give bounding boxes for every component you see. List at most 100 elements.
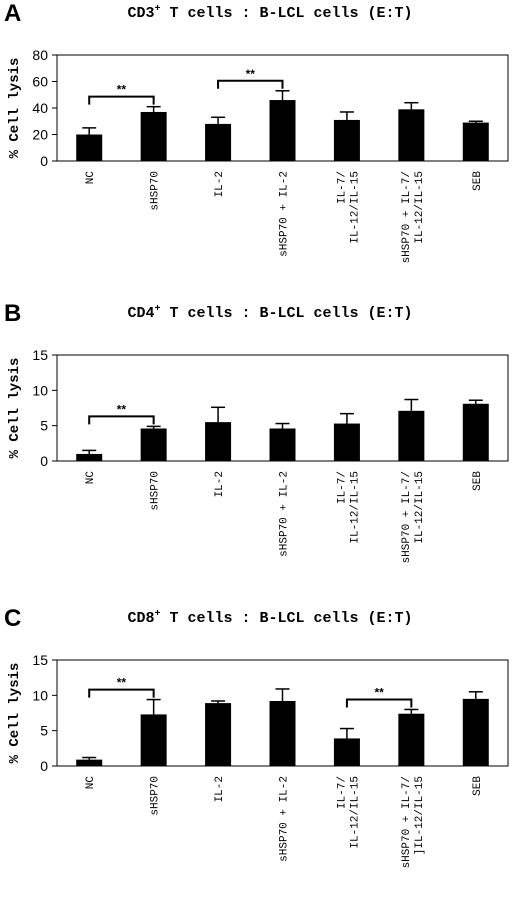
x-tick-label: NC xyxy=(85,471,97,485)
y-tick-label: 0 xyxy=(40,758,48,774)
panel-title: CD8+ T cells : B-LCL cells (E:T) xyxy=(60,609,480,627)
bar xyxy=(269,100,296,161)
title-superscript: + xyxy=(154,4,161,15)
x-tick-label: IL-2 xyxy=(214,776,226,802)
panel-letter: A xyxy=(4,0,22,27)
significance-bracket xyxy=(345,698,413,708)
x-tick-label: sHSP70 xyxy=(150,776,162,816)
bar xyxy=(333,119,360,161)
x-tick-label: sHSP70 + IL-2 xyxy=(279,171,291,257)
x-tick-label-line: IL-12/IL-15 xyxy=(349,171,361,244)
x-tick-label-line: IL-12/IL-15 xyxy=(349,471,361,544)
x-tick-label-line: IL-12/IL-15 xyxy=(414,471,426,544)
x-tick-label-line: sHSP70 + IL-7/ xyxy=(401,776,413,868)
x-tick-label-line: NC xyxy=(85,171,97,185)
significance-bracket xyxy=(88,95,155,105)
x-tick-label: SEB xyxy=(472,471,484,491)
title-suffix: T cells : B-LCL cells (E:T) xyxy=(160,305,413,322)
bar xyxy=(76,759,103,766)
y-axis-label: % Cell lysis xyxy=(7,663,23,764)
x-tick-label-line: sHSP70 + IL-2 xyxy=(279,776,291,862)
x-tick-label: sHSP70 + IL-2 xyxy=(279,776,291,862)
x-tick-label: IL-7/IL-12/IL-15 xyxy=(336,471,361,544)
y-tick-label: 15 xyxy=(32,347,48,363)
y-tick-label: 5 xyxy=(40,418,48,434)
x-tick-label-line: NC xyxy=(85,776,97,790)
x-tick-label-line: sHSP70 + IL-2 xyxy=(279,171,291,257)
x-tick-label: IL-2 xyxy=(214,471,226,497)
significance-bracket xyxy=(88,415,155,425)
x-tick-label-line: IL-7/ xyxy=(336,471,348,504)
bar xyxy=(76,453,103,461)
bar xyxy=(76,134,103,161)
significance-label: ** xyxy=(374,685,384,699)
x-tick-label-line: IL-7/ xyxy=(336,776,348,809)
bar xyxy=(205,703,232,766)
x-tick-label-line: sHSP70 xyxy=(150,471,162,511)
y-axis-label: % Cell lysis xyxy=(7,358,23,459)
x-tick-label-line: NC xyxy=(85,471,97,485)
x-tick-label: sHSP70 + IL-7/IL-12/IL-15 xyxy=(401,471,426,563)
y-tick-label: 10 xyxy=(32,687,48,703)
bar xyxy=(140,714,167,766)
chart-panel-b: B CD4+ T cells : B-LCL cells (E:T) 0 5 10 1… xyxy=(0,300,520,599)
y-tick-label: 60 xyxy=(32,74,48,90)
x-tick-label-line: SEB xyxy=(472,171,484,191)
bar-chart: 0 20 40 60 80 % Cell lysis NC sHSP70 IL-2 sHSP70 … xyxy=(7,47,509,263)
x-tick-label: SEB xyxy=(472,776,484,796)
x-tick-label: IL-2 xyxy=(214,171,226,197)
panel-title: CD3+ T cells : B-LCL cells (E:T) xyxy=(60,4,480,22)
bar xyxy=(462,698,489,766)
y-tick-label: 80 xyxy=(32,47,48,63)
bar xyxy=(398,410,425,461)
y-tick-label: 5 xyxy=(40,723,48,739)
significance-label: ** xyxy=(117,402,127,416)
x-tick-label: IL-7/IL-12/IL-15 xyxy=(336,171,361,244)
bar xyxy=(269,700,296,766)
bar xyxy=(333,738,360,766)
x-tick-label: sHSP70 + IL-7/]IL-12/IL-15 xyxy=(401,776,426,868)
x-tick-label: IL-7/IL-12/IL-15 xyxy=(336,776,361,849)
x-tick-label: sHSP70 xyxy=(150,171,162,211)
bar xyxy=(462,122,489,161)
panel-title: CD4+ T cells : B-LCL cells (E:T) xyxy=(60,304,480,322)
x-tick-label-line: sHSP70 xyxy=(150,171,162,211)
x-tick-label-line: IL-12/IL-15 xyxy=(414,171,426,244)
significance-label: ** xyxy=(117,676,127,690)
title-superscript: + xyxy=(154,304,161,315)
panel-letter: C xyxy=(4,605,22,632)
x-tick-label-line: IL-7/ xyxy=(336,171,348,204)
bar xyxy=(205,123,232,161)
significance-bracket xyxy=(88,688,155,698)
title-suffix: T cells : B-LCL cells (E:T) xyxy=(160,610,413,627)
panel-letter: B xyxy=(4,300,22,327)
y-tick-label: 20 xyxy=(32,127,48,143)
significance-label: ** xyxy=(117,83,127,97)
x-tick-label-line: IL-2 xyxy=(214,471,226,497)
bar xyxy=(205,422,232,461)
x-tick-label-line: IL-2 xyxy=(214,776,226,802)
x-tick-label-line: SEB xyxy=(472,776,484,796)
x-tick-label: sHSP70 + IL-2 xyxy=(279,471,291,557)
title-suffix: T cells : B-LCL cells (E:T) xyxy=(160,5,413,22)
x-tick-label-line: sHSP70 xyxy=(150,776,162,816)
y-axis-label: % Cell lysis xyxy=(7,58,23,159)
title-prefix: CD8 xyxy=(127,610,155,627)
y-tick-label: 15 xyxy=(32,652,48,668)
x-tick-label: NC xyxy=(85,776,97,790)
x-tick-label: sHSP70 xyxy=(150,471,162,511)
title-prefix: CD4 xyxy=(127,305,155,322)
title-superscript: + xyxy=(154,609,161,620)
x-tick-label: SEB xyxy=(472,171,484,191)
chart-panel-a: A CD3+ T cells : B-LCL cells (E:T) 0 20 40… xyxy=(0,0,520,299)
x-tick-label-line: sHSP70 + IL-7/ xyxy=(401,471,413,563)
x-tick-label: NC xyxy=(85,171,97,185)
significance-bracket xyxy=(217,79,284,89)
x-tick-label-line: ]IL-12/IL-15 xyxy=(414,776,426,855)
x-tick-label-line: sHSP70 + IL-7/ xyxy=(401,171,413,263)
x-tick-label-line: IL-12/IL-15 xyxy=(349,776,361,849)
x-tick-label: sHSP70 + IL-7/IL-12/IL-15 xyxy=(401,171,426,263)
significance-label: ** xyxy=(246,67,256,81)
x-tick-label-line: SEB xyxy=(472,471,484,491)
y-tick-label: 10 xyxy=(32,382,48,398)
